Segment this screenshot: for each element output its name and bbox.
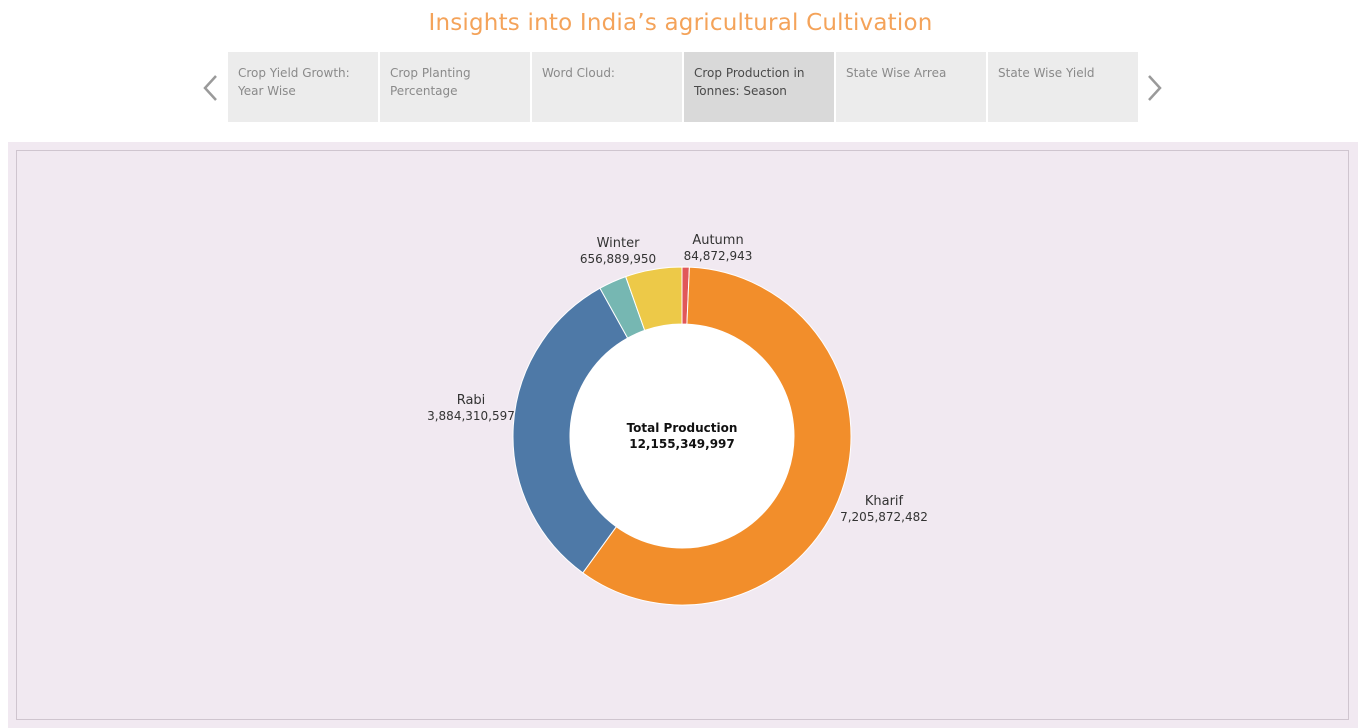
donut-hole bbox=[570, 324, 794, 548]
tab-crop-planting-percentage[interactable]: Crop Planting Percentage bbox=[380, 52, 530, 122]
page-title: Insights into India’s agricultural Culti… bbox=[428, 10, 933, 36]
slice-label-winter: Winter bbox=[597, 236, 641, 251]
chart-frame bbox=[16, 150, 1349, 720]
tab-label-line1: Crop Planting bbox=[390, 66, 471, 80]
tab-label-line2: Tonnes: Season bbox=[694, 84, 787, 98]
chevron-right-icon bbox=[1148, 75, 1162, 101]
tab-label-line2: Year Wise bbox=[238, 84, 296, 98]
slice-label-kharif: Kharif bbox=[865, 494, 904, 509]
tab-label-line1: Word Cloud: bbox=[542, 66, 615, 80]
tab-word-cloud[interactable]: Word Cloud: bbox=[532, 52, 682, 122]
donut-slices bbox=[512, 266, 852, 606]
next-tab-button[interactable] bbox=[1143, 70, 1167, 106]
tab-crop-yield-growth[interactable]: Crop Yield Growth: Year Wise bbox=[228, 52, 378, 122]
slice-value-kharif: 7,205,872,482 bbox=[840, 510, 928, 524]
slice-label-rabi: Rabi bbox=[457, 393, 486, 408]
tab-label-line1: State Wise Arrea bbox=[846, 66, 947, 80]
slice-value-winter: 656,889,950 bbox=[580, 252, 656, 266]
center-value: 12,155,349,997 bbox=[629, 437, 735, 451]
tab-state-wise-area[interactable]: State Wise Arrea bbox=[836, 52, 986, 122]
story-tabs: Crop Yield Growth: Year Wise Crop Planti… bbox=[228, 52, 1140, 122]
tab-state-wise-yield[interactable]: State Wise Yield bbox=[988, 52, 1138, 122]
slice-label-autumn: Autumn bbox=[692, 233, 743, 248]
tab-label-line1: Crop Production in bbox=[694, 66, 805, 80]
chevron-left-icon bbox=[203, 75, 217, 101]
slice-value-rabi: 3,884,310,597 bbox=[427, 409, 515, 423]
slice-value-autumn: 84,872,943 bbox=[684, 249, 753, 263]
tab-label-line2: Percentage bbox=[390, 84, 458, 98]
center-label: Total Production bbox=[627, 421, 738, 435]
prev-tab-button[interactable] bbox=[198, 70, 222, 106]
tab-crop-production-season[interactable]: Crop Production in Tonnes: Season bbox=[684, 52, 834, 122]
tab-label-line1: Crop Yield Growth: bbox=[238, 66, 350, 80]
tab-label-line1: State Wise Yield bbox=[998, 66, 1095, 80]
